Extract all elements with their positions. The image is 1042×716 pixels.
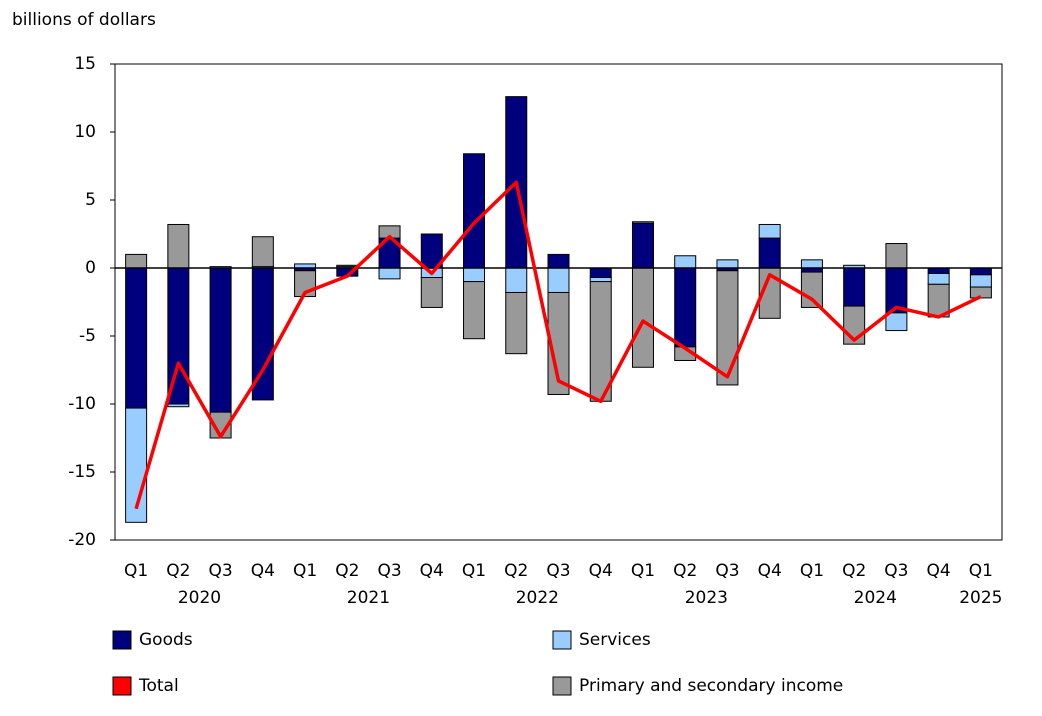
y-tick-label: -10 bbox=[68, 394, 96, 414]
bar-segment bbox=[631, 221, 654, 224]
legend-swatch bbox=[552, 676, 572, 696]
bar-segment bbox=[420, 277, 443, 308]
bar-segment bbox=[378, 267, 401, 280]
bar-segment bbox=[547, 253, 570, 269]
legend-label: Primary and secondary income bbox=[579, 676, 843, 696]
year-label: 2023 bbox=[685, 588, 728, 608]
bar-segment bbox=[589, 277, 612, 283]
bar-segment bbox=[927, 267, 950, 274]
x-tick-label: Q1 bbox=[462, 561, 486, 581]
year-label: 2025 bbox=[959, 588, 1002, 608]
total-line bbox=[134, 180, 982, 510]
year-label: 2024 bbox=[854, 588, 897, 608]
bar-segment bbox=[547, 267, 570, 293]
x-tick-label: Q1 bbox=[800, 561, 824, 581]
bar-segment bbox=[800, 271, 823, 308]
y-tick-label: -20 bbox=[68, 530, 96, 550]
bar-segment bbox=[167, 403, 190, 408]
bar-segment bbox=[547, 291, 570, 395]
bar-segment bbox=[336, 264, 359, 268]
x-tick-label: Q4 bbox=[589, 561, 613, 581]
year-label: 2020 bbox=[178, 588, 221, 608]
y-tick-label: 10 bbox=[74, 122, 96, 142]
bar-segment bbox=[463, 281, 486, 340]
x-tick-label: Q2 bbox=[504, 561, 528, 581]
y-tick-label: 15 bbox=[74, 54, 96, 74]
x-tick-label: Q4 bbox=[758, 561, 782, 581]
bar-segment bbox=[505, 267, 528, 293]
x-tick-label: Q3 bbox=[884, 561, 908, 581]
x-tick-label: Q4 bbox=[420, 561, 444, 581]
y-tick-label: -15 bbox=[68, 462, 96, 482]
bar-segment bbox=[969, 274, 992, 288]
legend-label: Goods bbox=[139, 630, 193, 650]
x-tick-label: Q3 bbox=[546, 561, 570, 581]
plot-frame bbox=[114, 63, 1003, 541]
bar-segment bbox=[463, 153, 486, 269]
bar-segment bbox=[463, 267, 486, 283]
x-tick-label: Q2 bbox=[166, 561, 190, 581]
x-tick-label: Q3 bbox=[208, 561, 232, 581]
x-tick-label: Q2 bbox=[335, 561, 359, 581]
y-tick-label: -5 bbox=[79, 326, 96, 346]
bar-segment bbox=[800, 259, 823, 269]
bar-segment bbox=[969, 286, 992, 299]
axis-title: billions of dollars bbox=[12, 10, 156, 30]
y-tick-label: 5 bbox=[85, 190, 96, 210]
bar-segment bbox=[589, 281, 612, 402]
bar-segment bbox=[843, 267, 866, 307]
legend-swatch bbox=[552, 630, 572, 650]
bar-segment bbox=[758, 223, 781, 239]
bar-segment bbox=[885, 312, 908, 332]
bar-segment bbox=[125, 253, 148, 269]
year-label: 2022 bbox=[516, 588, 559, 608]
x-tick-label: Q4 bbox=[251, 561, 275, 581]
bar-segment bbox=[505, 291, 528, 355]
bar-segment bbox=[716, 270, 739, 386]
bar-segment bbox=[716, 259, 739, 269]
x-tick-label: Q3 bbox=[377, 561, 401, 581]
x-tick-label: Q2 bbox=[842, 561, 866, 581]
bar-segment bbox=[969, 267, 992, 276]
bar-segment bbox=[631, 222, 654, 269]
bar-segment bbox=[209, 267, 232, 413]
legend-swatch bbox=[112, 630, 132, 650]
x-tick-label: Q4 bbox=[927, 561, 951, 581]
x-tick-label: Q1 bbox=[293, 561, 317, 581]
x-tick-label: Q2 bbox=[673, 561, 697, 581]
x-tick-label: Q1 bbox=[631, 561, 655, 581]
legend-swatch bbox=[112, 676, 132, 696]
bar-segment bbox=[674, 255, 697, 269]
bar-segment bbox=[927, 272, 950, 285]
year-label: 2021 bbox=[347, 588, 390, 608]
x-tick-label: Q1 bbox=[124, 561, 148, 581]
bar-segment bbox=[631, 267, 654, 368]
bar-segment bbox=[758, 237, 781, 269]
legend-label: Services bbox=[579, 630, 651, 650]
bar-segment bbox=[674, 267, 697, 348]
x-tick-label: Q3 bbox=[715, 561, 739, 581]
x-tick-label: Q1 bbox=[969, 561, 993, 581]
legend-label: Total bbox=[138, 676, 179, 696]
y-tick-label: 0 bbox=[85, 258, 96, 278]
bar-segment bbox=[167, 223, 190, 269]
bar-segment bbox=[589, 267, 612, 279]
bar-segment bbox=[885, 243, 908, 269]
bar-segment bbox=[251, 236, 274, 268]
bar-segment bbox=[125, 267, 148, 409]
